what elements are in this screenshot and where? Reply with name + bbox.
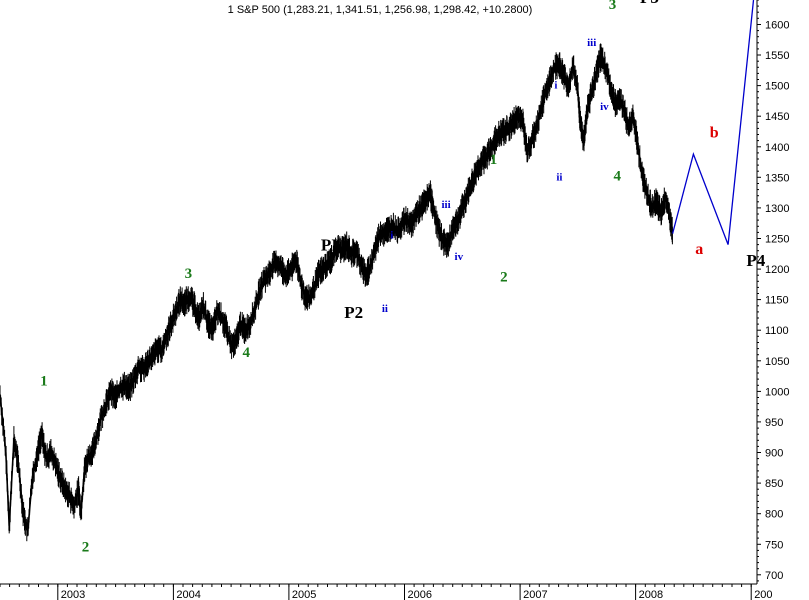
wave-label: 1 [40,373,48,389]
wave-labels: 1234PIP2iiiiivii12iiiiiiiv34P3baP4 [40,0,766,556]
y-tick-label: 900 [765,448,783,460]
y-tick-label: 1300 [765,203,789,215]
wave-label: ii [382,303,388,315]
y-tick-label: 1550 [765,50,789,62]
y-tick-label: 750 [765,539,783,551]
wave-label: iv [600,101,609,113]
y-tick-label: 1100 [765,325,789,337]
wave-label: 3 [609,0,617,13]
y-tick-label: 1500 [765,81,789,93]
y-tick-label: 1250 [765,234,789,246]
wave-label: P4 [746,251,765,270]
wave-label: iii [442,199,451,211]
y-tick-label: 950 [765,417,783,429]
y-tick-label: 1050 [765,356,789,368]
x-tick-label: 200 [754,589,772,600]
wave-label: P2 [344,303,363,322]
x-tick-label: 2003 [61,589,85,600]
price-series-line [0,52,674,533]
wave-label: 1 [490,152,498,168]
plot-area [0,0,755,542]
x-tick-label: 2008 [639,589,663,600]
wave-label: 2 [500,269,508,285]
wave-label: b [710,125,719,142]
y-tick-label: 1400 [765,142,789,154]
wave-label: iii [587,37,596,49]
wave-label: ii [556,171,562,183]
wave-label: 4 [613,168,621,184]
wave-label: a [695,241,703,258]
y-tick-label: 700 [765,570,783,582]
y-tick-label: 850 [765,478,783,490]
wave-label: P3 [640,0,659,7]
x-tick-label: 2006 [408,589,432,600]
wave-label: 4 [242,345,250,361]
y-tick-label: 1450 [765,111,789,123]
chart-title: 1 S&P 500 (1,283.21, 1,341.51, 1,256.98,… [228,4,533,16]
x-tick-label: 2007 [523,589,547,600]
y-tick-label: 800 [765,509,783,521]
y-tick-label: 1600 [765,20,789,32]
y-tick-label: 1200 [765,264,789,276]
wave-label: i [390,230,393,242]
x-tick-label: 2005 [292,589,316,600]
wave-label: i [554,80,557,92]
wave-label: 3 [185,266,193,282]
y-tick-label: 1150 [765,295,789,307]
axes: 7007508008509009501000105011001150120012… [0,0,789,600]
projection-line [671,0,755,245]
x-tick-label: 2004 [176,589,200,600]
y-tick-label: 1000 [765,386,789,398]
wave-label: 2 [82,540,90,556]
wave-label: PI [321,236,338,255]
y-tick-label: 1350 [765,172,789,184]
wave-label: iv [455,251,464,263]
